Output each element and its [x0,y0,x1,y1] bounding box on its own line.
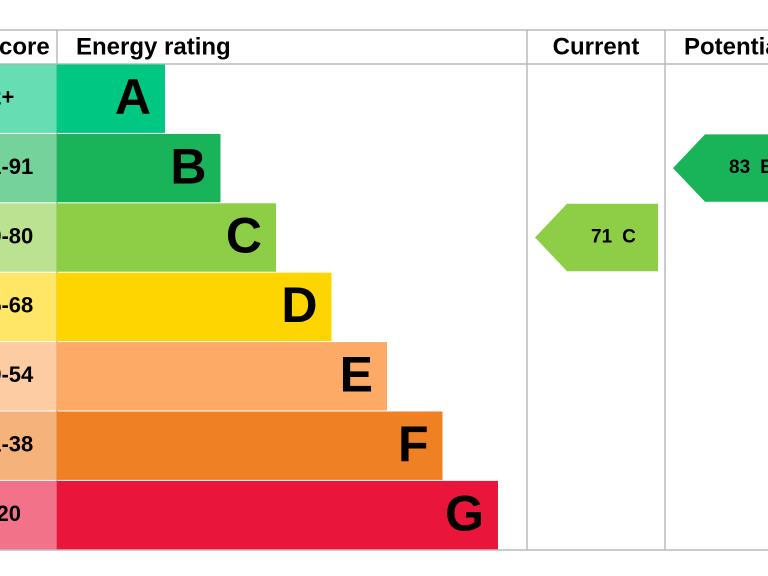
current-label: 71 C [591,227,636,248]
band-bar [57,411,443,480]
score-range: 1-20 [0,501,21,526]
potential-header: Potential [684,33,768,60]
current-arrow [535,203,658,272]
current-value: 71 [591,227,613,248]
score-cell [0,480,57,550]
current-band: C [622,227,636,248]
score-range: 21-38 [0,432,33,457]
score-cell [0,272,57,342]
score-range: 39-54 [0,362,34,387]
score-cell [0,411,57,480]
band-bar [57,133,221,203]
score-cell [0,342,57,411]
score-range: 55-68 [0,293,33,318]
band-letter: F [398,416,429,472]
band-letter: E [340,347,373,403]
current-header: Current [553,33,640,60]
score-cell [0,133,57,203]
band-letter: C [226,208,262,264]
potential-value: 83 [729,157,750,178]
band-bar [57,272,332,342]
potential-label: 83 B [729,157,768,178]
band-bar [57,64,165,133]
score-cell [0,203,57,272]
potential-arrow [673,134,768,202]
score-range: 92+ [0,85,14,110]
band-bar [57,480,498,550]
score-header: Score [0,33,50,60]
score-range: 81-91 [0,154,33,179]
rating-header: Energy rating [76,33,231,60]
band-bar [57,342,387,411]
score-range: 69-80 [0,223,33,248]
score-cell [0,64,57,133]
band-bar [57,203,276,272]
band-letter: D [281,277,317,333]
band-letter: B [170,138,206,194]
band-letter: A [115,69,151,125]
potential-band: B [760,157,768,178]
band-letter: G [445,485,484,541]
